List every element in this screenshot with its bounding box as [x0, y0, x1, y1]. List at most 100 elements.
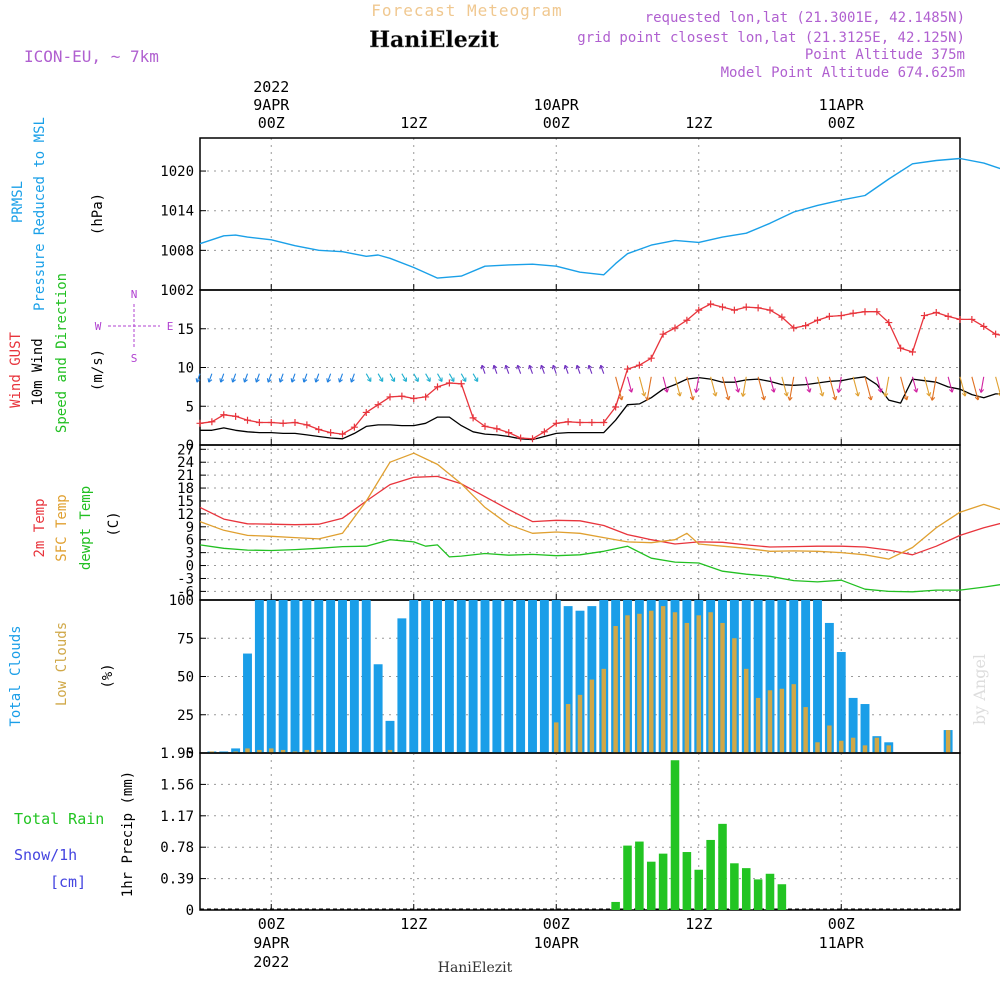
wind-arrowhead	[438, 377, 443, 382]
wind-arrowhead	[402, 377, 407, 382]
gust-marker	[849, 309, 857, 317]
wind-arrowhead	[949, 388, 954, 393]
snow-label: Snow/1h	[14, 846, 77, 864]
bottom-date-label: 10APR	[534, 934, 580, 952]
gust-marker	[968, 315, 976, 323]
wind-arrowhead	[504, 364, 510, 370]
header: Forecast Meteogram HaniElezit ICON-EU, ~…	[24, 1, 989, 976]
panel-frame	[199, 752, 961, 911]
gust-marker	[196, 419, 204, 427]
gust-marker	[719, 303, 726, 311]
total-cloud-bar	[302, 600, 312, 753]
wind-arrow	[460, 373, 467, 382]
compass-west: W	[95, 320, 102, 333]
gust-marker	[469, 414, 477, 422]
wind-arrow	[995, 376, 1000, 396]
rain-bar	[777, 884, 787, 910]
total-cloud-bar	[373, 664, 383, 753]
total-cloud-bar	[349, 600, 359, 753]
wind-arrow	[837, 376, 842, 393]
total-cloud-bar	[338, 600, 347, 753]
gust-marker	[529, 435, 536, 443]
total-cloud-bar	[290, 600, 300, 753]
wind-arrowhead	[926, 392, 932, 397]
panel-frame	[199, 444, 961, 601]
low-cloud-bar	[803, 707, 808, 753]
gust-marker	[410, 395, 418, 402]
wind-arrow	[552, 365, 557, 374]
total-clouds-label: Total Clouds	[8, 625, 24, 726]
low-cloud-bar	[779, 688, 785, 753]
wind-arrow	[769, 376, 775, 393]
wind-speed-line	[200, 376, 1000, 441]
wind-arrowhead	[740, 392, 746, 397]
wind-arrow	[789, 376, 795, 401]
total-cloud-bar	[848, 697, 858, 753]
point-altitude: Point Altitude 375m	[805, 47, 965, 63]
wind-arrowhead	[390, 377, 396, 382]
pressure-line	[199, 157, 1000, 279]
wind-arrow	[884, 376, 890, 397]
wind-arrowhead	[302, 378, 308, 383]
panel-4: 0 25 50 75 100	[169, 593, 961, 762]
wind-arrowhead	[414, 377, 419, 382]
low-cloud-bar	[708, 612, 713, 753]
bottom-time-label: 12Z	[400, 915, 427, 933]
total-cloud-bar	[480, 600, 490, 753]
wind-arrow	[816, 376, 824, 397]
wind-arrowhead	[628, 388, 634, 393]
y-tick-label: 27	[177, 442, 194, 458]
top-year-label: 2022	[253, 78, 289, 96]
top-time-label: 00Z	[828, 114, 855, 132]
wind-arrow	[662, 376, 668, 393]
dewpoint-line	[199, 539, 1000, 593]
wind-arrow	[377, 373, 384, 382]
rain-bar	[718, 823, 727, 910]
wind-arrow	[315, 373, 320, 383]
gust-marker	[315, 426, 323, 433]
y-tick-label: 0.39	[160, 872, 194, 888]
gust-marker	[576, 419, 584, 427]
total-cloud-bar	[409, 600, 419, 753]
gust-marker	[588, 419, 596, 427]
y-tick-label: 1.95	[160, 746, 194, 762]
total-cloud-bar	[231, 748, 241, 753]
wind-arrowhead	[528, 364, 533, 370]
gridpoint-coords: grid point closest lon,lat (21.3125E, 42…	[577, 30, 965, 46]
wind-arrow	[338, 373, 344, 383]
wind-arrowhead	[712, 392, 718, 397]
wind-arrowhead	[563, 364, 569, 370]
y-tick-label: 1.17	[160, 809, 194, 825]
gust-marker	[386, 393, 394, 401]
total-cloud-bar	[468, 600, 478, 753]
low-cloud-bar	[292, 751, 298, 753]
wind-arrowhead	[219, 378, 225, 383]
low-cloud-bar	[245, 748, 250, 753]
gust-marker	[493, 425, 501, 433]
pressure-unit-label: (hPa)	[90, 193, 106, 235]
wind-arrow	[695, 376, 700, 393]
total-cloud-bar	[314, 600, 324, 753]
y-tick-label: 50	[177, 670, 194, 686]
wind-arrowhead	[618, 395, 624, 401]
pressure-label: Pressure Reduced to MSL	[32, 117, 48, 311]
low-cloud-bar	[732, 638, 737, 753]
total-cloud-bar	[361, 600, 371, 753]
low-cloud-bar	[637, 613, 642, 753]
total-cloud-bar	[753, 600, 763, 753]
wind-arrow	[196, 373, 201, 383]
wind-arrowhead	[867, 395, 873, 401]
gust-marker	[885, 319, 893, 327]
compass-north: N	[131, 288, 138, 301]
y-tick-label: 10	[177, 361, 194, 377]
precip-unit-label: 1hr Precip (mm)	[120, 771, 136, 897]
wind-arrow	[220, 373, 225, 383]
rain-bar	[646, 861, 656, 910]
top-time-label: 12Z	[685, 114, 712, 132]
bottom-date-label: 9APR	[253, 934, 290, 952]
gust-marker	[920, 312, 928, 320]
gust-marker	[279, 419, 287, 427]
low-cloud-bar	[767, 690, 773, 753]
sfc-temp-label: SFC Temp	[54, 494, 70, 561]
total-cloud-bar	[385, 720, 395, 753]
